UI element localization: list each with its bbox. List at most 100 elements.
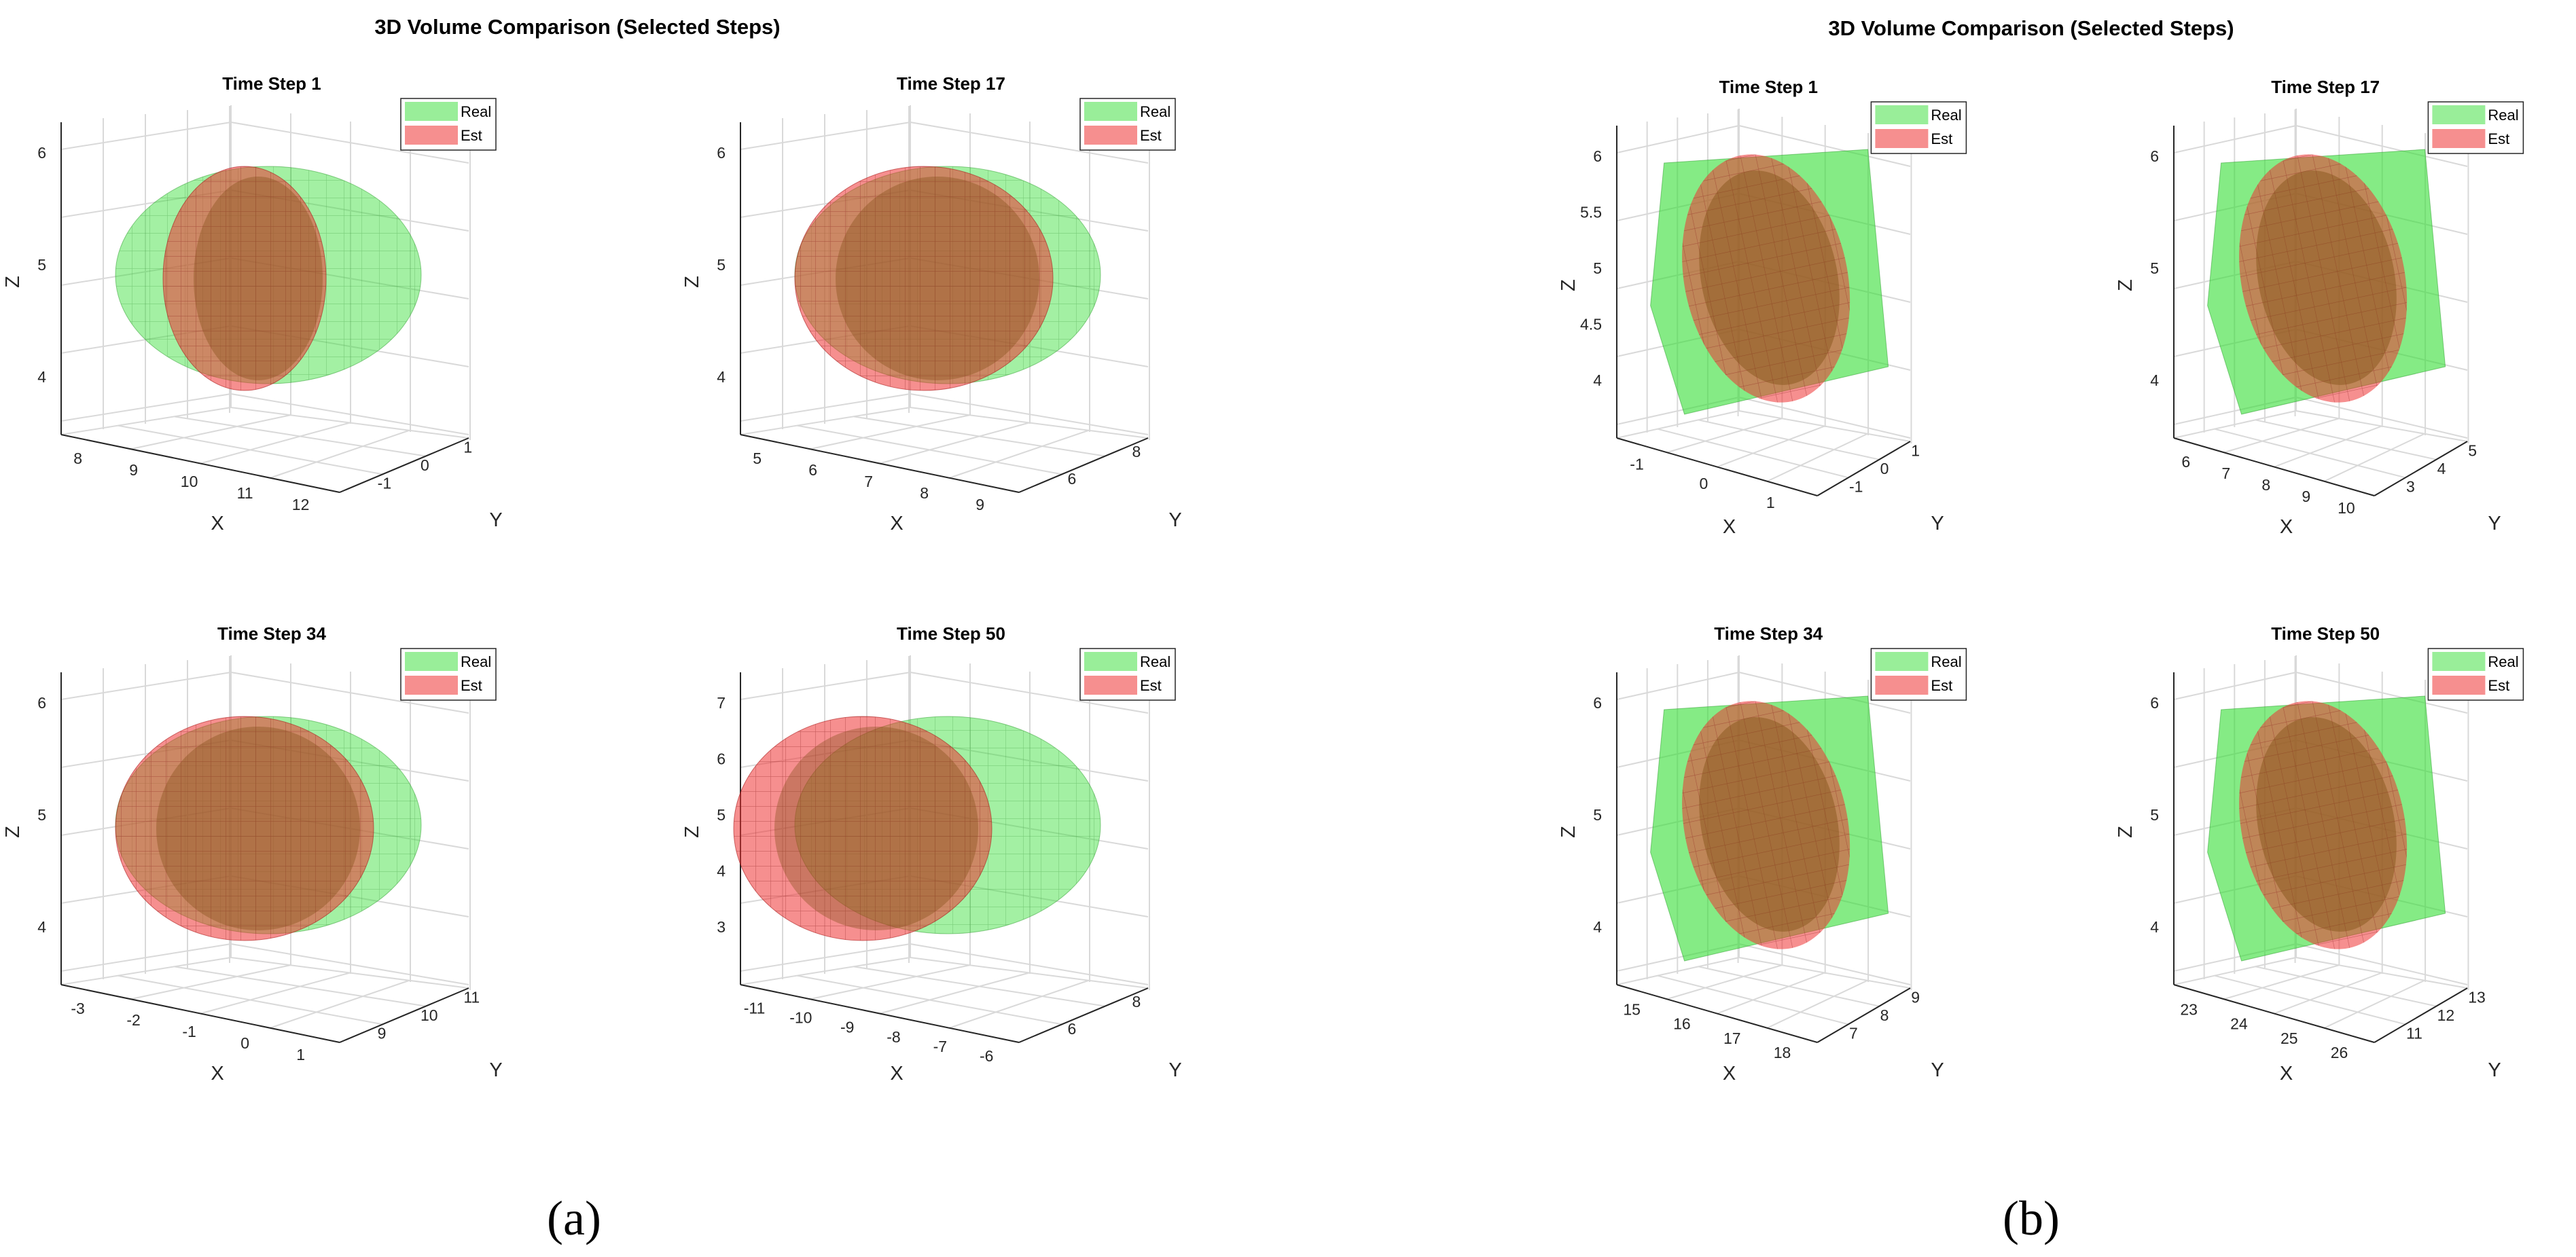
legend-label-est: Est: [461, 127, 482, 144]
legend-swatch-real: [2432, 105, 2486, 124]
legend-swatch-est: [2432, 676, 2486, 695]
x-axis-line: [1616, 984, 1818, 1043]
subplot-a-3: Time Step 34 Real Est 4 5 6 Z -3 -2 -1 0 1 X 9 10 11 Y: [2, 623, 503, 1085]
grid-line: [174, 966, 426, 1007]
x-tick-label: -1: [1630, 456, 1643, 473]
grid-line: [1766, 433, 1868, 482]
figure-a-title: 3D Volume Comparison (Selected Steps): [374, 15, 780, 39]
x-tick-label: 1: [296, 1046, 305, 1063]
x-axis-label: X: [890, 1063, 903, 1085]
y-tick-label: 11: [463, 988, 480, 1006]
x-tick-label: 10: [181, 473, 198, 490]
z-axis-label: Z: [2, 826, 24, 838]
z-tick-label: 6: [37, 144, 46, 162]
subplot-b-2: Time Step 17 Real Est 4 5 6 Z 6 7 8 9 10 X 3 4 5 Y: [2115, 77, 2524, 538]
x-tick-label: 8: [73, 450, 82, 467]
est-volume-mesh: [115, 716, 374, 941]
x-axis-label: X: [1723, 516, 1736, 538]
x-tick-label: -1: [182, 1023, 196, 1040]
z-tick-label: 5: [717, 806, 726, 824]
est-volume-mesh: [734, 716, 992, 941]
z-tick-label: 4: [2150, 371, 2159, 389]
x-tick-label: 25: [2280, 1030, 2298, 1047]
z-tick-label: 3: [717, 918, 726, 936]
x-tick-label: 17: [1723, 1030, 1741, 1047]
z-tick-label: 5: [2150, 806, 2159, 824]
grid-line: [740, 407, 911, 435]
legend-label-real: Real: [2488, 653, 2518, 670]
x-tick-label: 18: [1774, 1044, 1791, 1061]
subplot-title: Time Step 17: [2271, 77, 2380, 97]
z-tick-label: 4: [37, 918, 46, 936]
grid-line: [60, 407, 232, 435]
y-tick-label: 6: [1068, 1020, 1077, 1038]
z-tick-label: 4: [717, 862, 726, 880]
overlap-region: [2256, 717, 2397, 932]
z-tick-label: 5: [1593, 806, 1602, 824]
x-axis-label: X: [211, 1063, 223, 1085]
y-axis-label: Y: [1931, 1059, 1944, 1081]
x-tick-label: -7: [933, 1038, 947, 1055]
legend-label-real: Real: [1140, 103, 1170, 120]
subplot-title: Time Step 17: [897, 73, 1005, 94]
y-axis-label: Y: [489, 1059, 502, 1081]
y-tick-label: 3: [2406, 478, 2415, 496]
x-tick-label: -11: [744, 999, 766, 1017]
grid-line: [810, 414, 970, 450]
subplot-b-4: Time Step 50 Real Est 4 5 6 Z 23 24 25 26 X 11 12 13 Y: [2115, 623, 2524, 1085]
y-tick-label: -1: [378, 475, 391, 492]
overlap-region: [2256, 170, 2397, 385]
y-tick-label: 1: [463, 438, 472, 456]
legend-swatch-est: [405, 676, 458, 695]
y-tick-label: 11: [2406, 1025, 2422, 1042]
grid-line: [2255, 419, 2437, 460]
x-tick-label: 12: [292, 496, 310, 513]
grid-line: [2323, 433, 2425, 482]
grid-line: [2214, 974, 2406, 1025]
x-tick-label: 9: [976, 496, 984, 513]
overlap-region: [156, 727, 360, 930]
z-tick-label: 4: [717, 368, 726, 386]
grid-line: [230, 957, 469, 989]
panel-label-a: (a): [547, 1191, 601, 1245]
z-tick-label: 5.5: [1580, 204, 1602, 221]
z-tick-label: 4.5: [1580, 316, 1602, 333]
legend-label-real: Real: [461, 653, 491, 670]
grid-line: [1738, 410, 1911, 442]
x-tick-label: 0: [1700, 475, 1709, 492]
y-axis-line: [1817, 441, 1911, 496]
grid-line: [118, 424, 383, 475]
grid-line: [1666, 964, 1783, 1000]
grid-line: [797, 424, 1062, 475]
legend-label-real: Real: [461, 103, 491, 120]
y-tick-label: 12: [2437, 1006, 2455, 1024]
x-tick-label: -6: [980, 1047, 993, 1065]
est-volume-mesh: [1682, 701, 1850, 949]
z-tick-label: 5: [1593, 259, 1602, 277]
x-axis-line: [2173, 984, 2375, 1043]
y-axis-label: Y: [1168, 509, 1181, 531]
y-axis-line: [2374, 441, 2468, 496]
z-axis-label: Z: [681, 826, 703, 838]
subplot-a-2: Time Step 17 Real Est 4 5 6 Z 5 6 7 8 9 X 6 8 Y: [681, 73, 1182, 534]
subplot-title: Time Step 1: [1719, 77, 1817, 97]
legend-label-real: Real: [2488, 107, 2518, 124]
x-axis-label: X: [211, 513, 223, 534]
x-tick-label: 23: [2180, 1000, 2198, 1018]
x-tick-label: 9: [129, 461, 138, 479]
grid-line: [1738, 957, 1911, 989]
overlap-region: [774, 727, 978, 930]
x-axis-label: X: [1723, 1063, 1736, 1085]
z-tick-label: 4: [2150, 918, 2159, 936]
x-tick-label: -3: [71, 1000, 84, 1017]
y-tick-label: 5: [2468, 441, 2477, 459]
z-axis-label: Z: [2115, 826, 2136, 838]
est-volume-mesh: [163, 166, 326, 390]
x-axis-label: X: [2280, 1063, 2293, 1085]
x-axis-line: [740, 984, 1020, 1043]
y-axis-line: [339, 987, 469, 1043]
y-axis-line: [339, 437, 469, 493]
subplots-group: Time Step 1 Real Est 4 5 6 Z 8 9 10 11 12 X -1 0 1 Y Time…: [2, 73, 2524, 1085]
legend-swatch-est: [1875, 676, 1929, 695]
grid-line: [1657, 428, 1849, 479]
